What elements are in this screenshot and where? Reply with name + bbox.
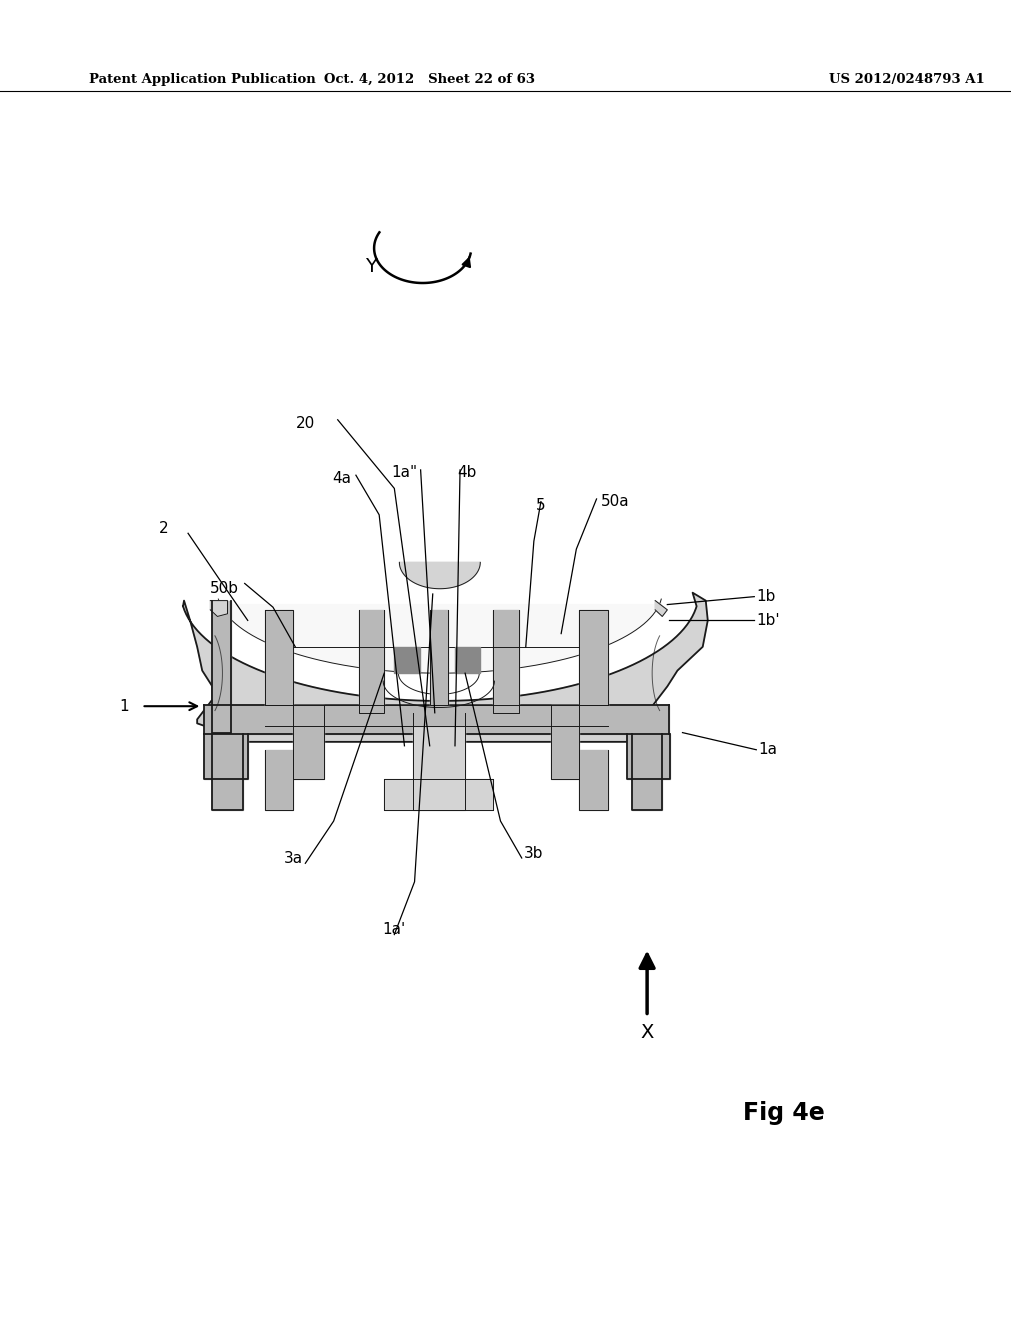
Text: 2: 2	[159, 521, 169, 536]
Text: 1b: 1b	[757, 589, 775, 605]
Polygon shape	[551, 705, 580, 779]
Polygon shape	[212, 601, 230, 733]
Text: Y: Y	[366, 257, 377, 276]
Text: Fig 4e: Fig 4e	[743, 1101, 825, 1125]
Text: 3a: 3a	[285, 851, 303, 866]
Polygon shape	[265, 705, 607, 726]
Text: 1a': 1a'	[383, 923, 406, 937]
Polygon shape	[632, 734, 663, 810]
Polygon shape	[580, 610, 607, 705]
Text: 50a: 50a	[601, 494, 629, 508]
Polygon shape	[183, 593, 708, 742]
Polygon shape	[384, 779, 494, 810]
Polygon shape	[359, 610, 384, 713]
Polygon shape	[580, 750, 607, 810]
Text: 20: 20	[296, 416, 315, 430]
Text: 4a: 4a	[332, 471, 351, 486]
Text: 3b: 3b	[523, 846, 544, 861]
Text: X: X	[640, 1023, 653, 1041]
Text: 1a: 1a	[759, 742, 777, 758]
Polygon shape	[413, 713, 465, 810]
Polygon shape	[212, 734, 243, 810]
Polygon shape	[265, 750, 293, 810]
Polygon shape	[655, 601, 668, 616]
Polygon shape	[399, 562, 480, 589]
Polygon shape	[210, 601, 227, 616]
Text: 1: 1	[120, 698, 129, 714]
Text: US 2012/0248793 A1: US 2012/0248793 A1	[829, 73, 985, 86]
Polygon shape	[293, 705, 324, 779]
Polygon shape	[430, 610, 447, 705]
Polygon shape	[204, 705, 670, 734]
Text: Oct. 4, 2012   Sheet 22 of 63: Oct. 4, 2012 Sheet 22 of 63	[325, 73, 536, 86]
Text: 50b: 50b	[210, 581, 239, 595]
Text: 5: 5	[537, 498, 546, 512]
Polygon shape	[455, 647, 480, 673]
Text: Patent Application Publication: Patent Application Publication	[89, 73, 315, 86]
Polygon shape	[204, 734, 248, 779]
Text: 1a": 1a"	[391, 465, 418, 479]
Polygon shape	[218, 599, 662, 673]
Polygon shape	[494, 610, 519, 713]
Polygon shape	[627, 734, 671, 779]
Polygon shape	[394, 647, 420, 673]
Text: 4b: 4b	[458, 465, 477, 479]
Polygon shape	[265, 610, 293, 705]
Text: 1b': 1b'	[757, 612, 780, 628]
